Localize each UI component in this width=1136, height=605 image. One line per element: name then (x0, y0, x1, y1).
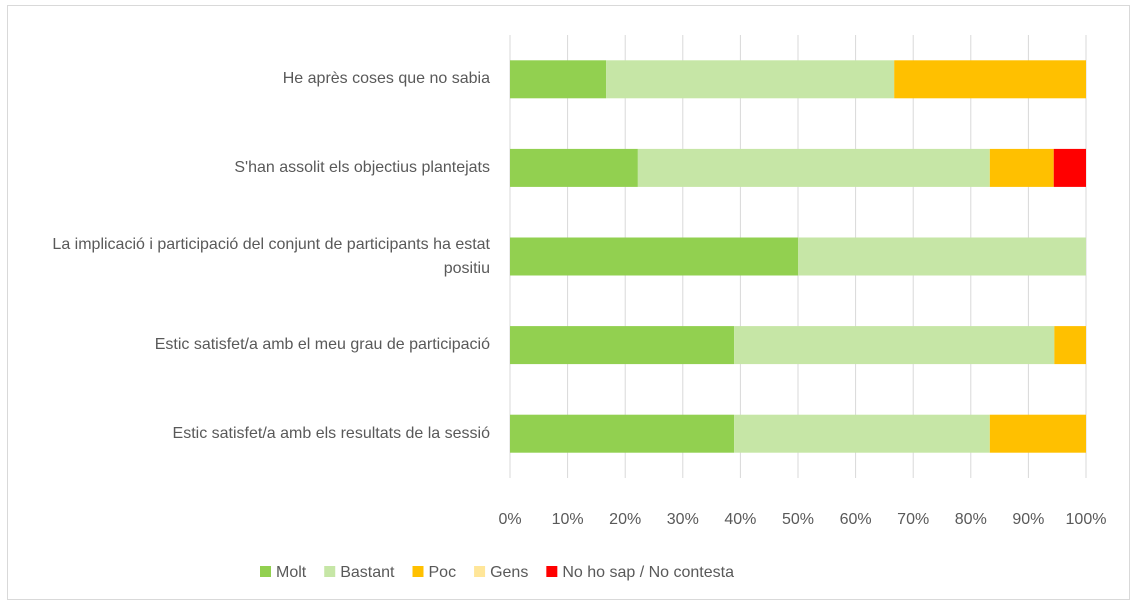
bar-segment (510, 326, 735, 365)
bar-segment (894, 60, 1086, 99)
x-tick-label: 50% (782, 511, 814, 528)
bar-segment (1054, 326, 1086, 365)
x-tick-label: 30% (667, 511, 699, 528)
chart-border (7, 5, 1130, 600)
bar-segment (734, 326, 1055, 365)
x-tick-label: 80% (955, 511, 987, 528)
bar-segment (510, 60, 607, 99)
bar-segment (637, 148, 990, 187)
legend-swatch (412, 566, 424, 577)
legend-label: Poc (429, 564, 457, 581)
bar-segment (510, 237, 798, 276)
x-tick-label: 60% (840, 511, 872, 528)
x-tick-label: 10% (552, 511, 584, 528)
legend-swatch (474, 566, 486, 577)
x-tick-label: 40% (724, 511, 756, 528)
y-tick-label: Estic satisfet/a amb els resultats de la… (172, 424, 490, 442)
bar-segment (1053, 148, 1086, 187)
legend-label: Bastant (340, 564, 395, 581)
y-tick-label: S'han assolit els objectius plantejats (234, 158, 490, 176)
bar-segment (798, 237, 1086, 276)
legend-label: Gens (490, 564, 528, 581)
y-tick-label: La implicació i participació del conjunt… (52, 235, 490, 277)
bar-segment (606, 60, 895, 99)
legend-swatch (324, 566, 336, 577)
legend-label: No ho sap / No contesta (562, 564, 734, 581)
bar-segment (734, 414, 990, 453)
x-tick-label: 20% (609, 511, 641, 528)
bar-segment (510, 414, 735, 453)
x-tick-label: 0% (498, 511, 521, 528)
legend-swatch (546, 566, 558, 577)
x-tick-label: 90% (1012, 511, 1044, 528)
legend-swatch (260, 566, 271, 577)
bar-segment (510, 148, 638, 187)
legend-label: Molt (276, 564, 307, 581)
x-tick-label: 100% (1066, 511, 1107, 528)
y-tick-label: He après coses que no sabia (282, 70, 490, 88)
y-tick-label: Estic satisfet/a amb el meu grau de part… (154, 336, 490, 354)
bar-segment (989, 414, 1086, 453)
bar-segment (989, 148, 1054, 187)
x-tick-label: 70% (897, 511, 929, 528)
